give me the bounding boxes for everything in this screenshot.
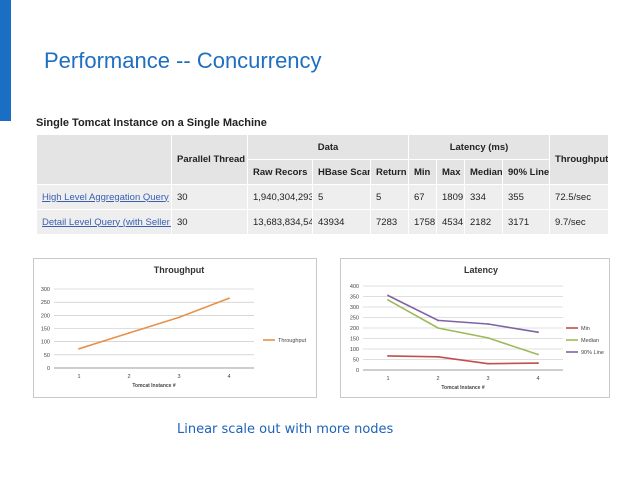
x-tick-label: 4: [536, 376, 539, 382]
slide-title: Performance -- Concurrency: [44, 48, 322, 73]
table-row: Detail Level Query (with Seller ID) 30 1…: [36, 209, 610, 235]
query-link-detail-level[interactable]: Detail Level Query (with Seller ID): [36, 209, 172, 235]
y-tick-label: 50: [44, 353, 50, 359]
y-tick-label: 50: [353, 358, 359, 364]
data-point-min: [487, 362, 489, 365]
y-tick-label: 0: [47, 366, 50, 372]
throughput-chart-svg: Throughput 0 50 100 150 200 250 300 1 2 3 4 Tomcat I…: [41, 265, 307, 389]
cell-90-line: 3171: [501, 209, 551, 235]
cell-hbase-scan: 43934: [312, 209, 371, 235]
data-point-min: [387, 355, 389, 357]
y-tick-label: 350: [350, 295, 359, 301]
subheader-raw-records: Raw Recors: [247, 159, 313, 185]
accent-bar: [0, 0, 11, 121]
x-tick-label: 2: [436, 376, 439, 382]
header-empty-cell: [36, 134, 172, 185]
chart-title: Latency: [464, 265, 498, 275]
table-header-row: Parallel Thread # Data Latency (ms) Thro…: [36, 134, 610, 185]
caption: Linear scale out with more nodes: [177, 422, 394, 437]
header-data: Data: [247, 134, 409, 160]
subheader-return: Return: [370, 159, 409, 185]
chart-title: Throughput: [154, 265, 204, 275]
series-line-min: [387, 355, 539, 365]
cell-min: 1758: [408, 209, 437, 235]
table-row: High Level Aggregation Query 30 1,940,30…: [36, 184, 610, 210]
latency-chart: Latency 0 50 100 150 200 250 300 350 400 1 2 3 4 Tomca…: [340, 258, 610, 398]
legend-label-min: Min: [581, 326, 590, 332]
data-point-min: [437, 355, 439, 358]
subheader-hbase-scan: HBase Scan: [312, 159, 371, 185]
cell-max: 1809: [436, 184, 465, 210]
header-throughput: Throughput: [549, 134, 610, 185]
x-axis-label: Tomcat Instance #: [441, 385, 484, 391]
x-tick-label: 1: [386, 376, 389, 382]
latency-chart-svg: Latency 0 50 100 150 200 250 300 350 400 1 2 3 4 Tomca…: [350, 265, 604, 391]
y-tick-label: 150: [41, 327, 50, 333]
series-line-median: [387, 299, 539, 356]
data-point-90-line: [437, 319, 439, 322]
data-point-throughput: [178, 316, 180, 319]
cell-return: 5: [370, 184, 409, 210]
cell-throughput: 72.5/sec: [549, 184, 610, 210]
table-subheader-row: Raw Recors HBase Scan Return Min Max Med…: [37, 159, 609, 185]
y-tick-label: 100: [350, 347, 359, 353]
data-point-throughput: [228, 297, 230, 300]
data-point-min: [537, 362, 539, 364]
throughput-chart: Throughput 0 50 100 150 200 250 300 1 2 3 4 Tomcat I…: [33, 258, 317, 398]
y-tick-label: 200: [41, 313, 50, 319]
x-tick-label: 2: [127, 374, 130, 380]
x-tick-label: 1: [77, 374, 80, 380]
cell-throughput: 9.7/sec: [549, 209, 610, 235]
cell-hbase-scan: 5: [312, 184, 371, 210]
y-tick-label: 250: [350, 316, 359, 322]
table-title: Single Tomcat Instance on a Single Machi…: [36, 117, 267, 129]
series-line-90-line: [387, 294, 539, 333]
cell-threads: 30: [171, 209, 248, 235]
x-axis-label: Tomcat Instance #: [132, 383, 175, 389]
data-point-median: [537, 353, 539, 356]
data-point-throughput: [128, 332, 130, 334]
cell-90-line: 355: [501, 184, 551, 210]
legend-label-throughput: Throughput: [278, 338, 307, 344]
legend-label-median: Median: [581, 338, 599, 344]
cell-threads: 30: [171, 184, 248, 210]
cell-median: 334: [464, 184, 503, 210]
y-tick-label: 300: [350, 305, 359, 311]
series-line-throughput: [78, 297, 230, 350]
data-point-median: [487, 336, 489, 339]
data-point-throughput: [78, 347, 80, 350]
y-tick-label: 250: [41, 300, 50, 306]
cell-raw-records: 13,683,834,542: [247, 209, 313, 235]
query-link-high-level[interactable]: High Level Aggregation Query: [36, 184, 172, 210]
cell-max: 4534: [436, 209, 465, 235]
y-tick-label: 400: [350, 284, 359, 290]
data-point-90-line: [537, 331, 539, 334]
y-tick-label: 300: [41, 287, 50, 293]
subheader-max: Max: [436, 159, 465, 185]
y-tick-label: 200: [350, 326, 359, 332]
header-latency: Latency (ms): [407, 134, 551, 160]
subheader-median: Median: [464, 159, 503, 185]
cell-median: 2182: [464, 209, 503, 235]
x-tick-label: 4: [227, 374, 230, 380]
data-point-median: [387, 298, 389, 301]
subheader-90-line: 90% Line: [501, 159, 551, 185]
x-tick-label: 3: [486, 376, 489, 382]
cell-return: 7283: [370, 209, 409, 235]
subheader-min: Min: [408, 159, 437, 185]
data-point-median: [437, 327, 439, 329]
performance-table: Parallel Thread # Data Latency (ms) Thro…: [36, 134, 610, 235]
x-tick-label: 3: [177, 374, 180, 380]
y-tick-label: 150: [350, 337, 359, 343]
cell-min: 67: [408, 184, 437, 210]
data-point-90-line: [387, 294, 389, 297]
cell-raw-records: 1,940,304,293: [247, 184, 313, 210]
header-parallel-thread: Parallel Thread #: [171, 134, 248, 185]
y-tick-label: 100: [41, 340, 50, 346]
data-point-90-line: [487, 323, 489, 325]
legend-label-90-line: 90% Line: [581, 350, 604, 356]
y-tick-label: 0: [356, 368, 359, 374]
